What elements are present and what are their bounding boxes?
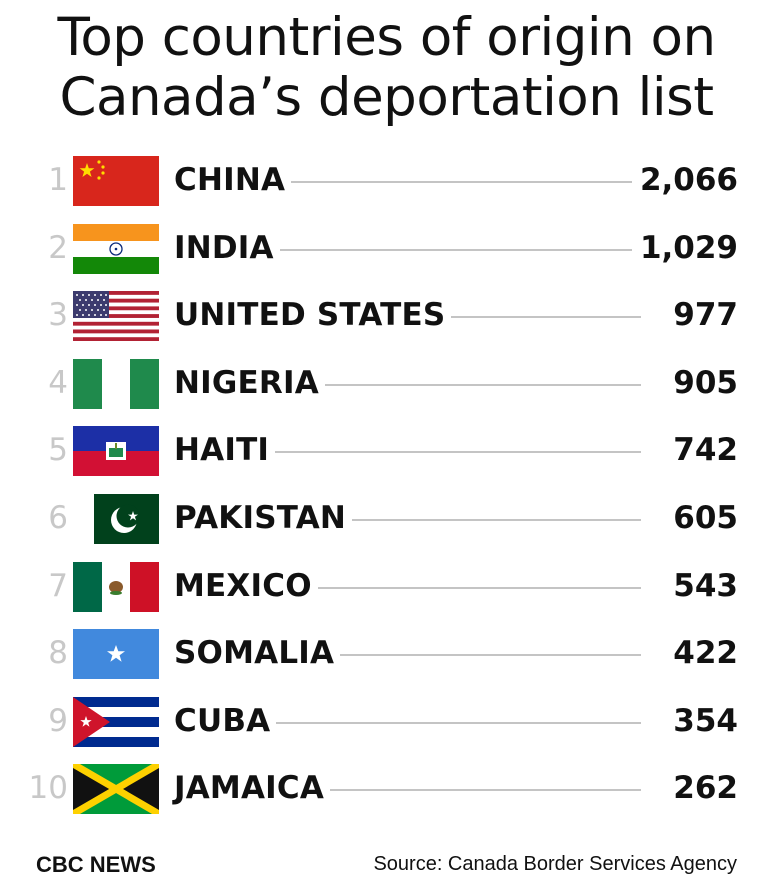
leader-line xyxy=(310,383,641,386)
chart-title: Top countries of origin on Canada’s depo… xyxy=(0,8,773,128)
value-label: 605 xyxy=(665,499,738,536)
rank-label: 7 xyxy=(48,567,68,604)
flag-pakistan-icon xyxy=(73,493,159,544)
flag-haiti-icon xyxy=(73,426,159,477)
value-label: 2,066 xyxy=(631,162,738,198)
rank-label: 4 xyxy=(48,364,68,401)
country-label: HAITI xyxy=(174,432,276,469)
leader-line xyxy=(262,451,641,454)
value-label: 354 xyxy=(665,702,738,739)
leader-line xyxy=(262,721,641,724)
country-label: MEXICO xyxy=(174,567,318,604)
table-row: 9 CUBA 354 xyxy=(0,687,773,755)
title-line-1: Top countries of origin on xyxy=(57,7,716,68)
rank-label: 10 xyxy=(28,770,68,807)
flag-jamaica-icon xyxy=(73,764,159,815)
rank-label: 9 xyxy=(48,702,68,739)
country-label: NIGERIA xyxy=(174,364,325,401)
table-row: 5 HAITI 742 xyxy=(0,416,773,484)
leader-line xyxy=(428,316,641,319)
value-label: 1,029 xyxy=(631,229,738,266)
leader-line xyxy=(258,248,641,251)
flag-somalia-icon xyxy=(73,629,159,680)
flag-united-states-icon xyxy=(73,291,159,342)
rank-label: 1 xyxy=(48,162,68,198)
leader-line xyxy=(340,518,641,521)
rank-label: 3 xyxy=(48,297,68,334)
table-row: 4 NIGERIA 905 xyxy=(0,349,773,417)
value-label: 543 xyxy=(665,567,738,604)
value-label: 977 xyxy=(665,297,738,334)
value-label: 905 xyxy=(665,364,738,401)
leader-line xyxy=(326,789,641,792)
leader-line xyxy=(302,586,641,589)
flag-mexico-icon xyxy=(73,561,159,612)
title-line-2: Canada’s deportation list xyxy=(59,67,714,128)
table-row: 3 UNITED STAT xyxy=(0,281,773,349)
value-label: 422 xyxy=(665,635,738,672)
leader-line xyxy=(326,654,641,657)
table-row: 10 JAMAICA 262 xyxy=(0,754,773,822)
country-label: PAKISTAN xyxy=(174,499,353,536)
value-label: 262 xyxy=(665,770,738,807)
table-row: 2 INDIA 1,029 xyxy=(0,214,773,282)
table-row: 7 MEXICO 543 xyxy=(0,552,773,620)
table-row: 8 SOMALIA 422 xyxy=(0,619,773,687)
rank-label: 2 xyxy=(48,229,68,266)
brand-logo: CBC NEWS xyxy=(36,852,156,877)
flag-cuba-icon xyxy=(73,696,159,747)
country-label: CUBA xyxy=(174,702,277,739)
rank-label: 5 xyxy=(48,432,68,469)
country-label: CHINA xyxy=(174,162,292,198)
leader-line xyxy=(268,181,641,183)
table-row: 6 PAKISTAN 605 xyxy=(0,484,773,552)
country-label: INDIA xyxy=(174,229,280,266)
flag-nigeria-icon xyxy=(73,358,159,409)
flag-india-icon xyxy=(73,223,159,274)
country-label: UNITED STATES xyxy=(174,297,452,334)
ranking-table: 1 CHINA 2,066 2 INDI xyxy=(0,146,773,822)
table-row: 1 CHINA 2,066 xyxy=(0,146,773,214)
value-label: 742 xyxy=(665,432,738,469)
source-note: Source: Canada Border Services Agency xyxy=(373,853,737,875)
rank-label: 6 xyxy=(48,499,68,536)
flag-china-icon xyxy=(73,156,159,206)
country-label: SOMALIA xyxy=(174,635,341,672)
rank-label: 8 xyxy=(48,635,68,672)
country-label: JAMAICA xyxy=(174,770,331,807)
